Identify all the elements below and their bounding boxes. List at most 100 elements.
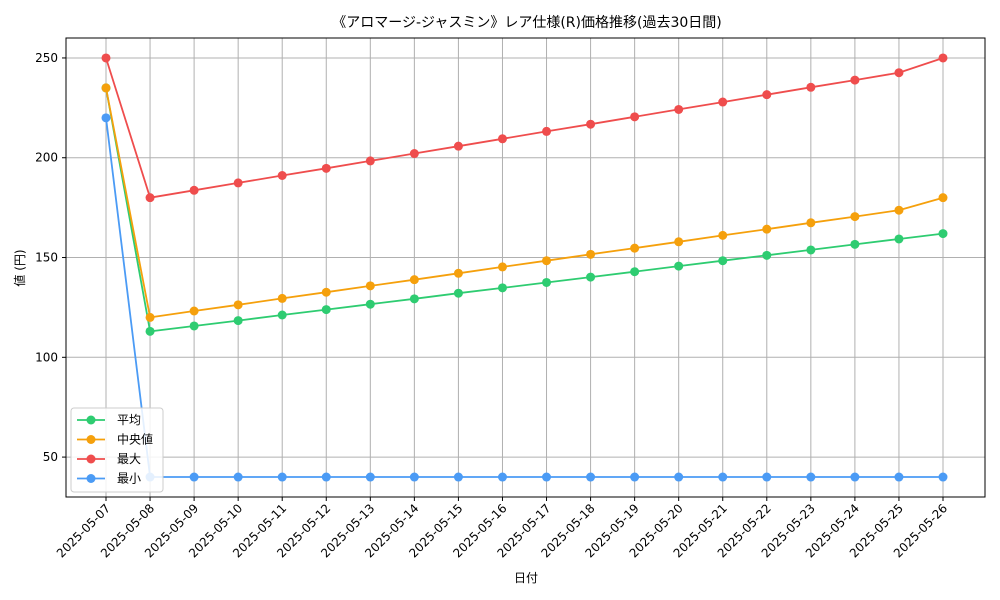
data-point	[806, 82, 816, 92]
data-point	[586, 119, 596, 129]
data-point	[145, 312, 155, 322]
data-point	[453, 141, 463, 151]
legend-box	[70, 407, 164, 493]
data-point	[145, 193, 155, 203]
legend-label: 最小	[117, 472, 141, 486]
data-point	[365, 281, 375, 291]
series-line	[105, 117, 943, 478]
data-point	[762, 90, 772, 100]
data-point	[674, 261, 684, 271]
chart-title: 《アロマージ-ジャスミン》レア仕様(R)価格推移(過去30日間)	[332, 15, 721, 31]
x-axis-title: 日付	[514, 571, 538, 585]
series-中央値	[101, 83, 948, 322]
legend-swatch-marker	[86, 474, 96, 483]
data-point	[894, 472, 904, 482]
data-point	[894, 234, 904, 244]
data-point	[938, 472, 948, 482]
data-point	[453, 268, 463, 278]
data-point	[586, 472, 596, 482]
y-tick-label: 100	[35, 350, 58, 364]
plot-area	[65, 37, 986, 498]
legend-item: 平均	[77, 413, 141, 427]
data-point	[497, 134, 507, 144]
series-最大	[101, 53, 948, 203]
data-point	[277, 171, 287, 181]
data-point	[497, 472, 507, 482]
y-tick-label: 200	[35, 151, 58, 165]
legend-swatch-marker	[86, 435, 96, 444]
data-point	[453, 288, 463, 298]
series-最小	[101, 113, 948, 482]
data-point	[189, 185, 199, 195]
y-tick-label: 250	[35, 51, 58, 65]
data-point	[718, 230, 728, 240]
data-point	[674, 104, 684, 114]
x-axis: 2025-05-072025-05-082025-05-092025-05-10…	[54, 497, 950, 560]
data-point	[938, 53, 948, 63]
data-point	[806, 472, 816, 482]
data-point	[277, 293, 287, 303]
data-point	[586, 249, 596, 259]
data-point	[542, 277, 552, 287]
legend-swatch-marker	[86, 454, 96, 464]
data-point	[409, 149, 419, 159]
series-line	[105, 57, 944, 199]
data-point	[365, 156, 375, 166]
series-line	[105, 87, 944, 333]
data-point	[189, 472, 199, 482]
data-point	[674, 472, 684, 482]
data-point	[718, 97, 728, 107]
data-point	[674, 237, 684, 247]
y-axis: 50 100 150 200 250	[35, 51, 66, 464]
data-point	[542, 126, 552, 136]
data-point	[365, 472, 375, 482]
data-point	[718, 256, 728, 266]
series-layer	[101, 53, 948, 482]
data-point	[145, 326, 155, 336]
data-point	[894, 205, 904, 215]
data-point	[233, 300, 243, 310]
data-point	[630, 267, 640, 277]
data-point	[630, 472, 640, 482]
data-point	[101, 83, 111, 93]
data-point	[806, 218, 816, 228]
legend-swatch-marker	[86, 415, 96, 425]
data-point	[762, 250, 772, 260]
data-point	[189, 306, 199, 316]
data-point	[189, 321, 199, 331]
series-平均	[101, 83, 948, 336]
data-point	[806, 245, 816, 255]
data-point	[409, 294, 419, 304]
data-point	[277, 310, 287, 320]
legend-label: 最大	[117, 452, 141, 466]
data-point	[365, 299, 375, 309]
data-point	[894, 68, 904, 78]
data-point	[630, 112, 640, 122]
data-point	[762, 472, 772, 482]
legend-item: 中央値	[77, 432, 153, 447]
data-point	[101, 113, 111, 123]
data-point	[233, 472, 243, 482]
data-point	[850, 472, 860, 482]
data-point	[718, 472, 728, 482]
data-point	[850, 75, 860, 85]
data-point	[233, 178, 243, 188]
data-point	[321, 287, 331, 297]
legend-item: 最小	[77, 472, 141, 486]
data-point	[321, 305, 331, 315]
data-point	[453, 472, 463, 482]
y-axis-title: 値 (円)	[12, 249, 27, 286]
data-point	[321, 163, 331, 173]
data-point	[542, 256, 552, 266]
legend-label: 中央値	[117, 432, 153, 447]
data-point	[938, 193, 948, 203]
data-point	[277, 472, 287, 482]
data-point	[630, 243, 640, 253]
data-point	[938, 229, 948, 239]
data-point	[409, 472, 419, 482]
legend-label: 平均	[117, 413, 141, 427]
data-point	[409, 275, 419, 285]
data-point	[497, 262, 507, 272]
